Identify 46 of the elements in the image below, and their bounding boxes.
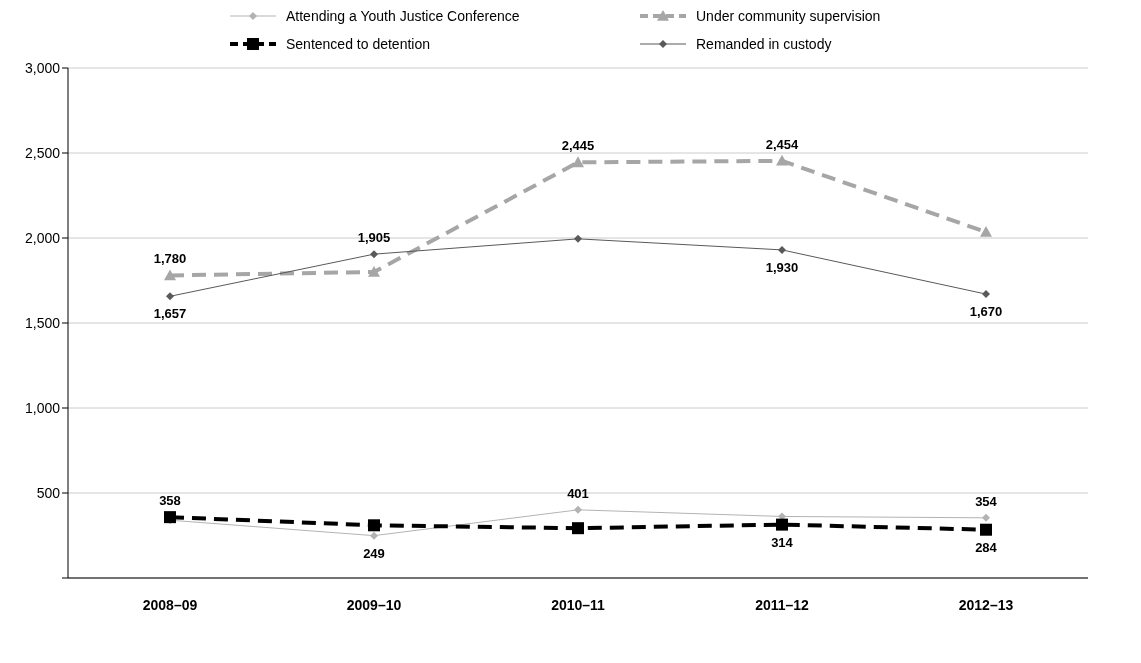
data-label: 1,780 — [153, 251, 187, 267]
point — [778, 245, 786, 254]
point — [164, 511, 176, 524]
point — [370, 531, 378, 540]
point — [572, 156, 584, 168]
data-label: 354 — [975, 493, 998, 509]
y-tick-label: 3,000 — [24, 59, 61, 76]
point — [164, 269, 176, 281]
point — [982, 290, 990, 299]
point — [982, 513, 990, 522]
point — [370, 250, 378, 259]
data-label: 1,657 — [153, 306, 187, 322]
point — [166, 292, 174, 301]
y-tick-label: 1,000 — [24, 399, 61, 416]
data-label: 1,930 — [765, 259, 799, 275]
point — [574, 234, 582, 243]
data-label: 1,905 — [357, 230, 391, 246]
data-label: 401 — [567, 485, 589, 501]
point — [572, 522, 584, 535]
data-label: 314 — [771, 534, 794, 550]
point — [776, 518, 788, 531]
point — [574, 505, 582, 514]
x-tick-label: 2011–12 — [755, 596, 810, 613]
data-label: 358 — [159, 493, 181, 509]
data-label: 1,670 — [969, 304, 1003, 320]
x-tick-label: 2008–09 — [142, 596, 198, 613]
point — [368, 519, 380, 532]
point — [368, 266, 380, 277]
x-tick-label: 2012–13 — [958, 596, 1014, 613]
data-label: 2,445 — [561, 138, 595, 154]
point — [980, 523, 992, 536]
data-label: 284 — [975, 539, 998, 555]
point — [776, 154, 788, 166]
legend-label: Under community supervision — [696, 8, 881, 24]
y-tick-label: 500 — [36, 484, 61, 501]
x-tick-label: 2009–10 — [346, 596, 402, 613]
legend-label: Attending a Youth Justice Conference — [286, 8, 520, 24]
x-tick-label: 2010–11 — [551, 596, 606, 613]
y-tick-label: 2,000 — [24, 229, 61, 246]
y-tick-label: 1,500 — [24, 314, 61, 331]
data-label: 2,454 — [765, 136, 800, 152]
y-tick-label: 2,500 — [24, 144, 61, 161]
legend-label: Remanded in custody — [696, 36, 832, 52]
legend-label: Sentenced to detention — [286, 36, 431, 52]
data-label: 249 — [363, 545, 385, 561]
point — [980, 226, 992, 237]
